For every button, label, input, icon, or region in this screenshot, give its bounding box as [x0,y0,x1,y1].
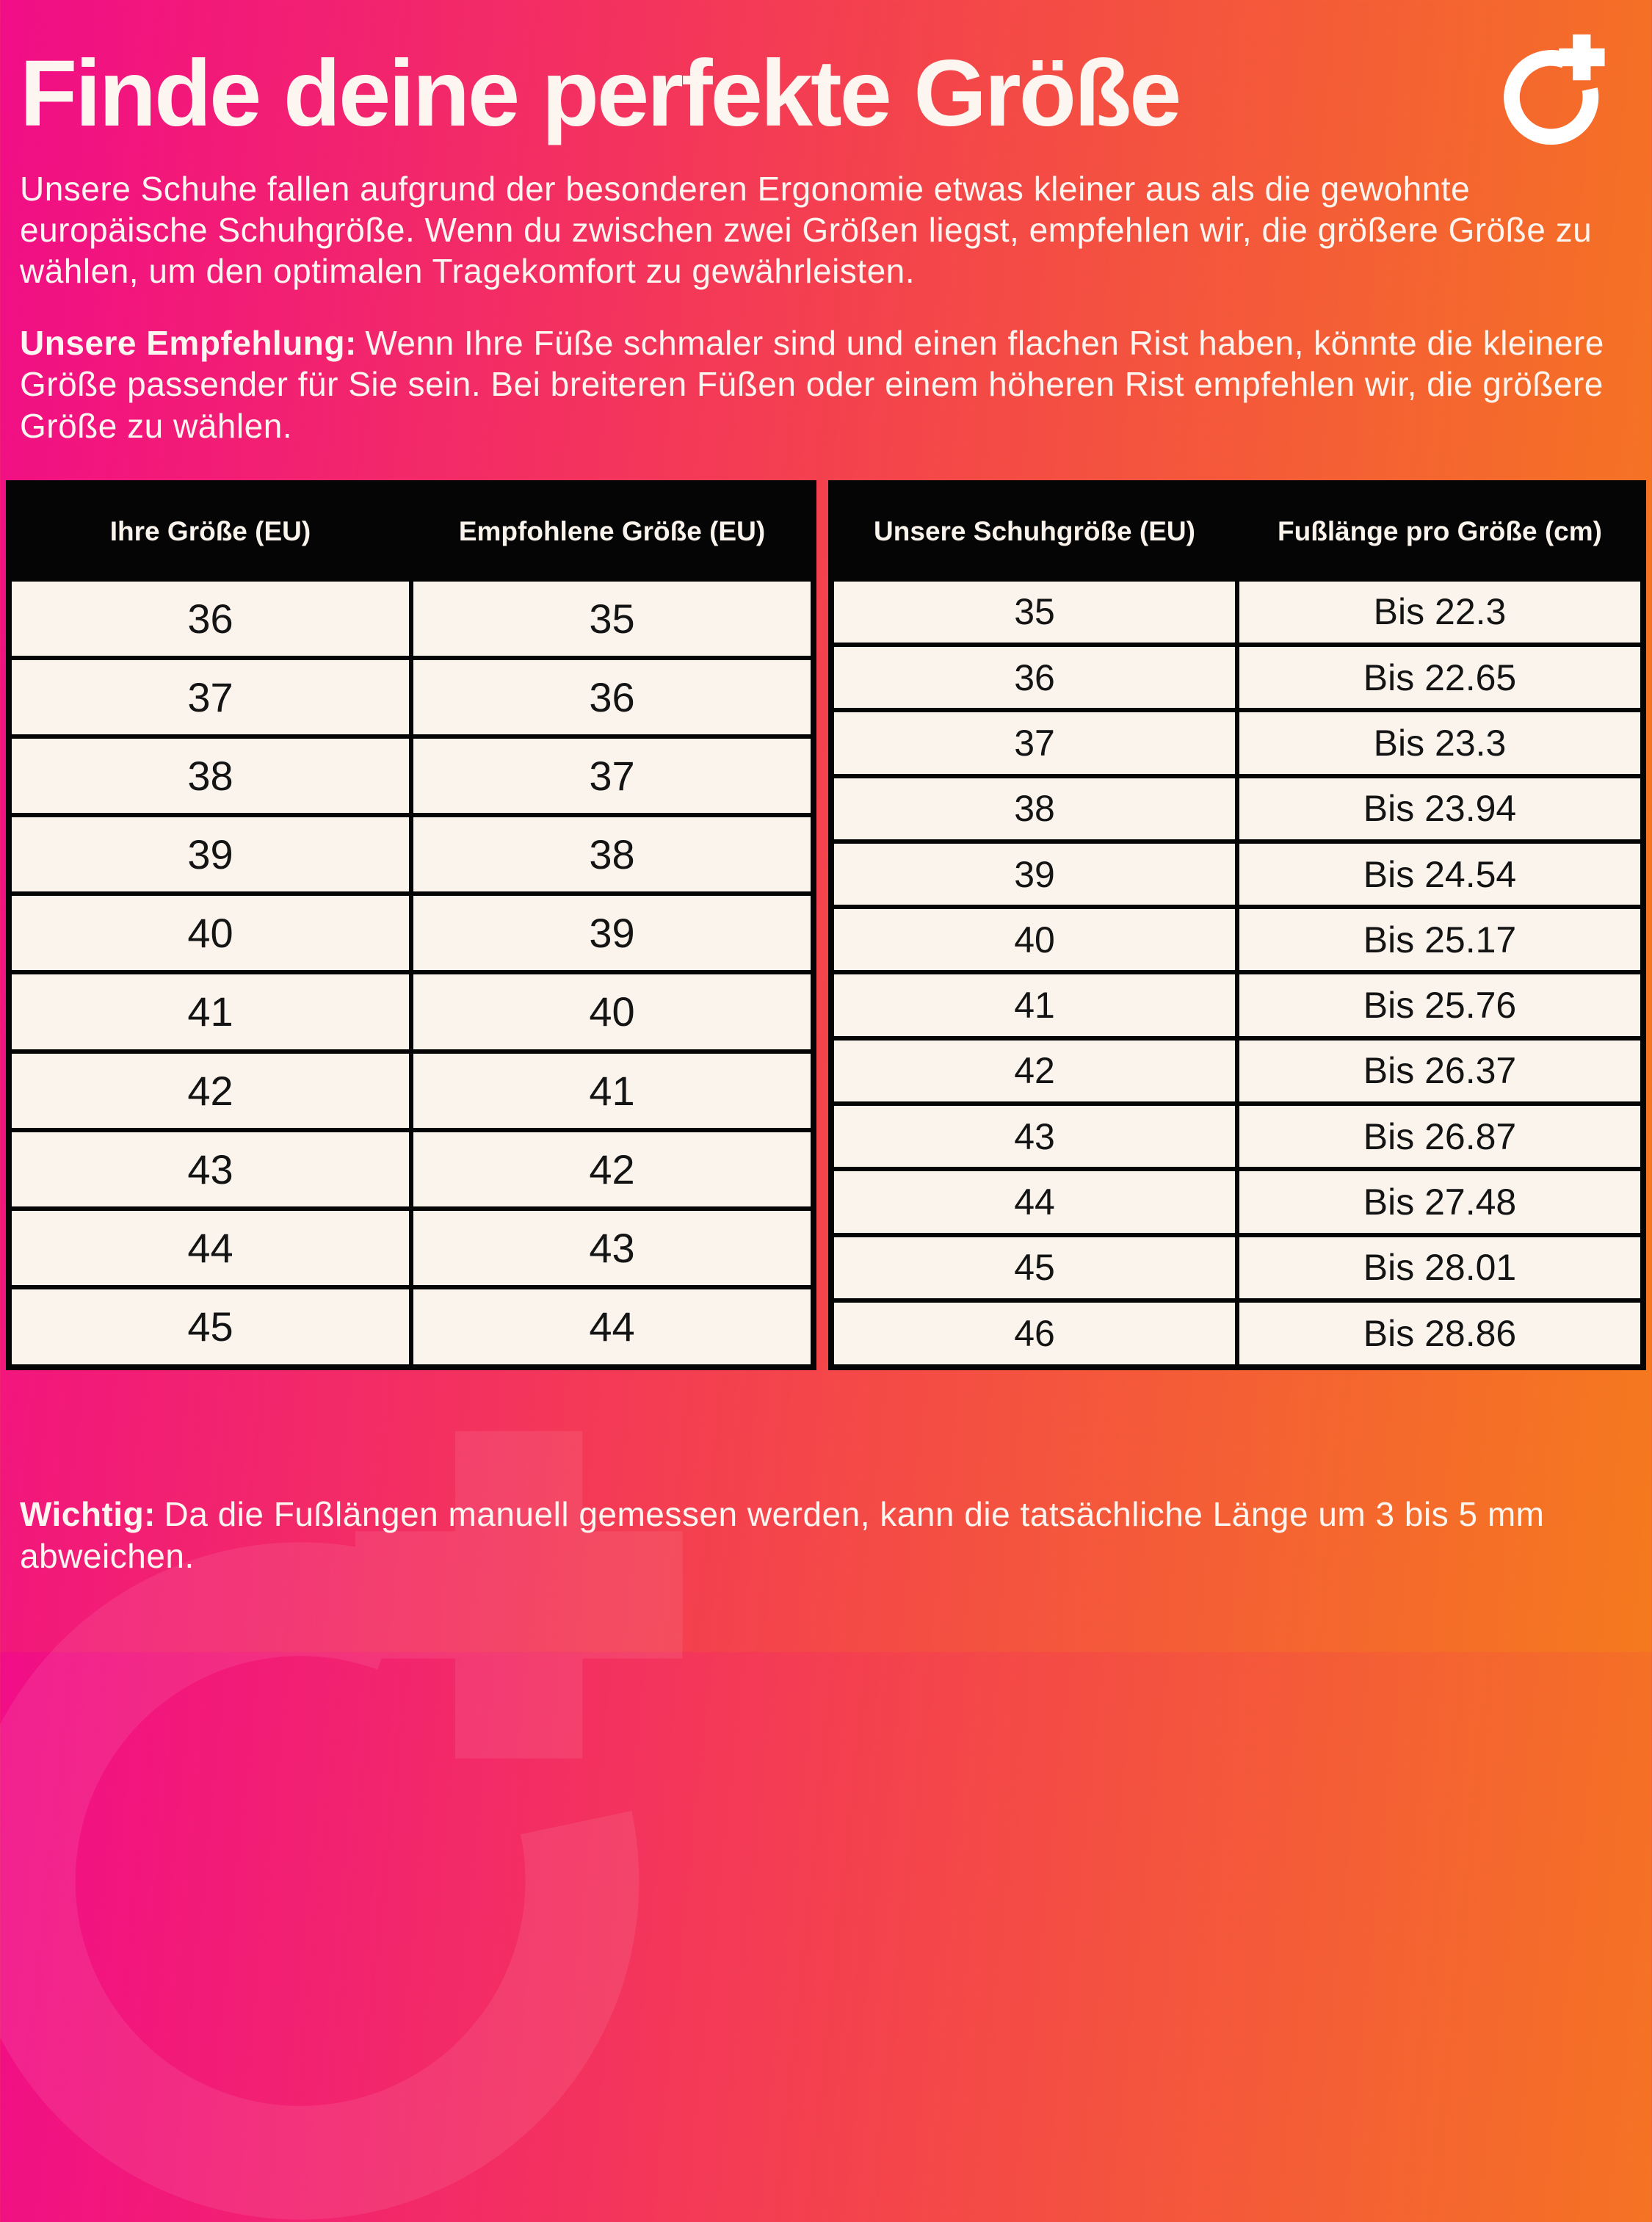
size-cell: 45 [7,1284,413,1369]
size-cell: Bis 28.86 [1235,1298,1645,1369]
size-cell: 43 [7,1127,413,1211]
table-row: 46 Bis 28.86 [829,1298,1645,1369]
size-conversion-table-header: Ihre Größe (EU) Empfohlene Größe (EU) [7,480,816,582]
size-cell: 41 [829,970,1239,1041]
size-cell: 44 [829,1167,1239,1237]
size-cell: 37 [7,655,413,739]
table-row: 36 Bis 22.65 [829,642,1645,713]
size-cell: 39 [409,891,816,975]
size-cell: 38 [829,773,1239,844]
recommendation-paragraph: Unsere Empfehlung: Wenn Ihre Füße schmale… [20,322,1631,446]
table-row: 40 39 [7,891,816,975]
recommendation-label: Unsere Empfehlung: [20,324,357,363]
size-cell: Bis 26.37 [1235,1035,1645,1107]
table-header-row: Ihre Größe (EU) Empfohlene Größe (EU) [7,480,816,582]
size-cell: 42 [829,1035,1239,1107]
header: Finde deine perfekte Größe [0,0,1652,149]
size-cell: 37 [409,734,816,818]
table-row: 38 Bis 23.94 [829,773,1645,844]
size-cell: 35 [829,576,1239,647]
size-cell: 43 [829,1101,1239,1172]
size-cell: 46 [829,1298,1239,1369]
size-conversion-table: Ihre Größe (EU) Empfohlene Größe (EU) 36… [6,479,816,1370]
column-header-recommended-size: Empfohlene Größe (EU) [409,480,816,582]
table-row: 39 38 [7,813,816,897]
important-note-text: Da die Fußlängen manuell gemessen werden… [20,1494,1545,1576]
size-cell: Bis 28.01 [1235,1232,1645,1303]
table-row: 43 Bis 26.87 [829,1101,1645,1172]
size-cell: 40 [829,905,1239,975]
brand-watermark-circle-plus-icon [0,1431,683,2220]
table-row: 44 43 [7,1206,816,1289]
size-cell: 43 [409,1206,816,1289]
size-cell: 35 [409,576,816,660]
table-row: 44 Bis 27.48 [829,1167,1645,1237]
column-header-foot-length: Fußlänge pro Größe (cm) [1235,480,1645,582]
size-cell: 40 [409,970,816,1054]
table-row: 39 Bis 24.54 [829,839,1645,910]
table-row: 35 Bis 22.3 [829,576,1645,647]
table-row: 38 37 [7,734,816,818]
size-cell: 44 [409,1284,816,1369]
size-cell: 36 [829,642,1239,713]
size-cell: Bis 22.65 [1235,642,1645,713]
size-cell: 42 [7,1049,413,1132]
size-cell: 39 [7,813,413,897]
table-row: 37 36 [7,655,816,739]
size-cell: 45 [829,1232,1239,1303]
foot-length-table-header: Unsere Schuhgröße (EU) Fußlänge pro Größ… [829,480,1645,582]
size-cell: 36 [409,655,816,739]
column-header-our-shoe-size: Unsere Schuhgröße (EU) [829,480,1239,582]
size-cell: Bis 27.48 [1235,1167,1645,1237]
foot-length-table-body: 35 Bis 22.3 36 Bis 22.65 37 Bis 23.3 38 Bis 23.… [829,576,1645,1369]
size-cell: 38 [7,734,413,818]
page-title: Finde deine perfekte Größe [20,41,1181,146]
table-row: 43 42 [7,1127,816,1211]
size-cell: Bis 25.76 [1235,970,1645,1041]
recommendation-text: Wenn Ihre Füße schmaler sind und einen f… [20,324,1604,445]
size-cell: 37 [829,708,1239,778]
size-cell: 40 [7,891,413,975]
table-row: 41 Bis 25.76 [829,970,1645,1041]
size-cell: 41 [409,1049,816,1132]
important-note: Wichtig: Da die Fußlängen manuell gemesse… [20,1494,1601,1578]
table-row: 41 40 [7,970,816,1054]
size-cell: Bis 25.17 [1235,905,1645,975]
table-row: 42 41 [7,1049,816,1132]
table-header-row: Unsere Schuhgröße (EU) Fußlänge pro Größ… [829,480,1645,582]
important-note-label: Wichtig: [20,1494,156,1533]
size-cell: Bis 23.94 [1235,773,1645,844]
column-header-your-size: Ihre Größe (EU) [7,480,413,582]
table-row: 45 Bis 28.01 [829,1232,1645,1303]
size-cell: 41 [7,970,413,1054]
size-cell: 39 [829,839,1239,910]
intro-paragraph: Unsere Schuhe fallen aufgrund der besond… [20,170,1593,291]
table-row: 36 35 [7,576,816,660]
size-cell: Bis 22.3 [1235,576,1645,647]
size-cell: 42 [409,1127,816,1211]
circle-plus-logo-icon [1504,34,1605,145]
table-row: 42 Bis 26.37 [829,1035,1645,1107]
table-row: 40 Bis 25.17 [829,905,1645,975]
size-cell: Bis 23.3 [1235,708,1645,778]
size-cell: Bis 24.54 [1235,839,1645,910]
table-row: 37 Bis 23.3 [829,708,1645,778]
table-row: 45 44 [7,1284,816,1369]
size-cell: 44 [7,1206,413,1289]
size-tables: Ihre Größe (EU) Empfohlene Größe (EU) 36… [6,479,1646,1370]
foot-length-table: Unsere Schuhgröße (EU) Fußlänge pro Größ… [828,479,1646,1370]
size-cell: Bis 26.87 [1235,1101,1645,1172]
size-cell: 38 [409,813,816,897]
size-cell: 36 [7,576,413,660]
size-conversion-table-body: 36 35 37 36 38 37 39 38 40 39 41 40 42 41 43 42 44 43 45 44 [7,576,816,1369]
